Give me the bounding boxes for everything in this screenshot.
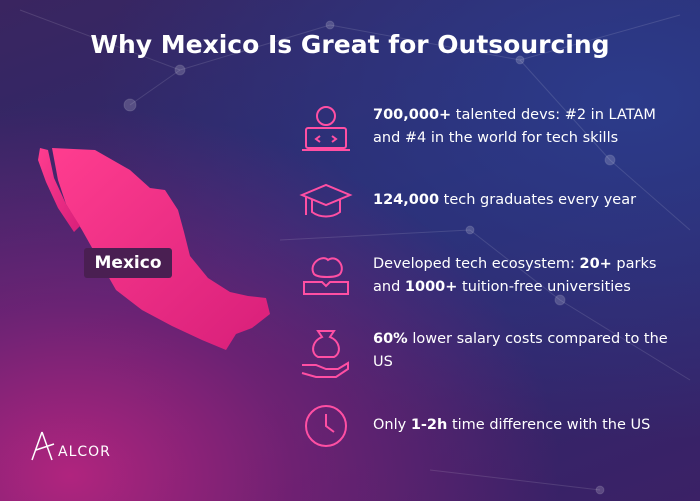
logo: ALCOR: [58, 444, 111, 460]
money-icon: [301, 330, 349, 378]
fact-text: tuition-free universities: [457, 279, 631, 295]
fact-text: Only: [373, 417, 411, 433]
fact-highlight: 1000+: [404, 279, 458, 295]
fact-text: tech graduates every year: [439, 192, 637, 208]
fact-text: time difference with the US: [447, 417, 651, 433]
developer-icon: [302, 106, 350, 151]
brain-book-icon: [303, 257, 349, 295]
graduation-icon: [299, 183, 353, 218]
fact-highlight: 60%: [373, 331, 408, 347]
fact-highlight: 124,000: [373, 192, 440, 208]
fact: 124,000 tech graduates every year: [373, 189, 673, 212]
fact-highlight: 700,000+: [373, 107, 452, 123]
fact: Only 1-2h time difference with the US: [373, 414, 673, 437]
clock-icon: [305, 405, 347, 447]
fact-text: parks and: [373, 256, 657, 295]
fact-text: lower salary costs compared to the US: [373, 331, 668, 370]
fact: Developed tech ecosystem: 20+ parks and …: [373, 253, 673, 299]
fact-highlight: 1-2h: [410, 417, 448, 433]
fact-text: talented devs: #2 in LATAM and #4 in the…: [373, 107, 656, 146]
logo-mark: [31, 431, 55, 461]
fact-highlight: 20+: [579, 256, 612, 272]
title: Why Mexico Is Great for Outsourcing: [90, 30, 610, 59]
fact: 60% lower salary costs compared to the U…: [373, 328, 673, 374]
fact: 700,000+ talented devs: #2 in LATAM and …: [373, 104, 673, 150]
map-label: Mexico: [84, 248, 172, 278]
fact-text: Developed tech ecosystem:: [373, 256, 580, 272]
